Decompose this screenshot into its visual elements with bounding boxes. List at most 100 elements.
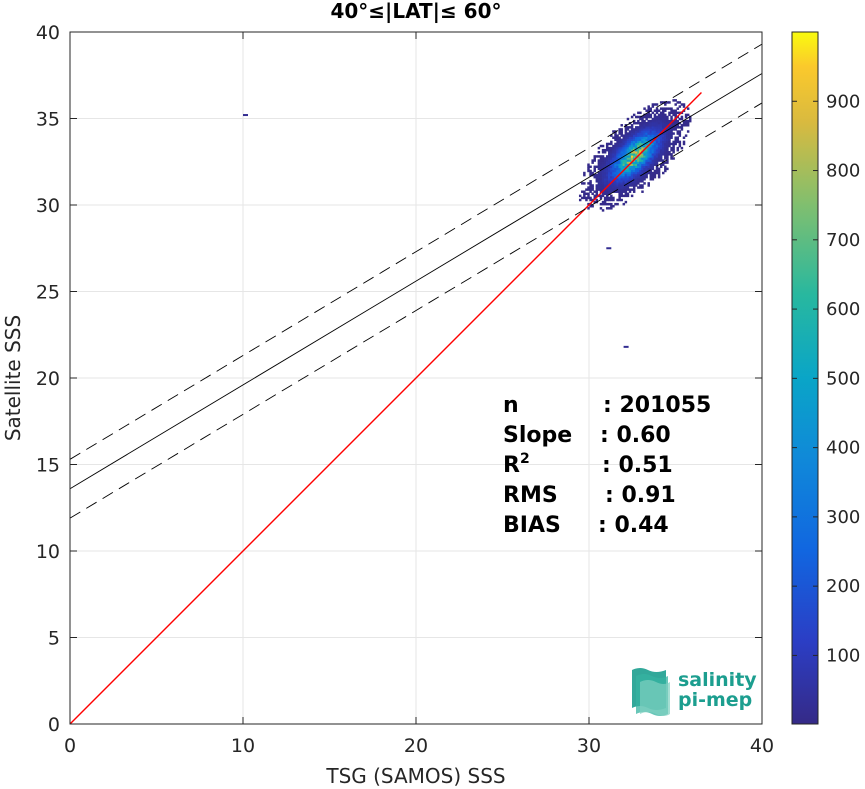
density-cell bbox=[616, 184, 619, 187]
density-cell bbox=[610, 161, 613, 164]
density-cell bbox=[620, 153, 623, 156]
density-cell bbox=[674, 140, 677, 144]
density-cell bbox=[589, 173, 592, 177]
density-cell bbox=[608, 157, 611, 160]
density-cell bbox=[645, 115, 648, 119]
density-cell bbox=[668, 136, 671, 139]
density-cell bbox=[620, 188, 623, 191]
density-cell bbox=[651, 128, 655, 131]
density-cell bbox=[676, 119, 680, 123]
density-cell bbox=[632, 175, 636, 179]
density-cell bbox=[626, 144, 630, 148]
density-cell bbox=[599, 169, 603, 173]
density-cell bbox=[639, 180, 642, 183]
density-cell bbox=[597, 146, 601, 150]
density-cell bbox=[686, 119, 690, 123]
density-cell bbox=[653, 115, 657, 119]
density-cell bbox=[641, 132, 644, 135]
density-cell bbox=[670, 117, 673, 121]
density-cell bbox=[632, 171, 636, 175]
density-cell bbox=[637, 148, 640, 152]
density-cell bbox=[653, 144, 657, 148]
density-cell bbox=[659, 136, 663, 139]
density-cell bbox=[664, 155, 667, 158]
density-cell bbox=[668, 142, 671, 146]
density-cell bbox=[583, 194, 586, 198]
density-cell bbox=[599, 186, 603, 189]
density-cell bbox=[626, 186, 630, 189]
density-cell bbox=[643, 136, 646, 139]
density-cell bbox=[651, 167, 655, 171]
density-cell bbox=[657, 121, 661, 125]
density-cell bbox=[612, 198, 615, 202]
density-cell bbox=[628, 126, 632, 129]
density-cell bbox=[618, 146, 621, 150]
density-cell bbox=[630, 184, 634, 187]
density-cell bbox=[657, 126, 661, 129]
density-cell bbox=[670, 142, 673, 146]
density-cell bbox=[618, 153, 621, 156]
density-cell bbox=[643, 128, 646, 131]
density-cell bbox=[641, 167, 644, 171]
density-cell bbox=[616, 167, 619, 171]
density-cell bbox=[666, 136, 669, 139]
density-cell bbox=[637, 115, 640, 119]
density-cell bbox=[637, 111, 640, 115]
density-cell bbox=[626, 128, 630, 131]
density-cell bbox=[670, 111, 673, 115]
density-cell bbox=[643, 155, 646, 158]
density-cell bbox=[651, 105, 655, 108]
density-cell bbox=[649, 146, 653, 150]
density-cell bbox=[668, 153, 671, 156]
density-cell bbox=[614, 186, 617, 189]
density-cell bbox=[649, 121, 653, 125]
density-cell bbox=[651, 155, 655, 158]
salinity-pi-mep-logo: salinity pi-mep bbox=[632, 668, 757, 716]
density-cell bbox=[670, 148, 673, 152]
density-cell bbox=[662, 163, 665, 166]
density-cell bbox=[605, 188, 609, 191]
density-cell bbox=[676, 146, 680, 150]
density-cell bbox=[610, 171, 613, 175]
density-cell bbox=[624, 186, 628, 189]
density-cell bbox=[643, 169, 646, 173]
density-cell bbox=[678, 111, 682, 115]
density-cell bbox=[618, 188, 621, 191]
density-cell bbox=[647, 111, 650, 115]
density-cell bbox=[595, 184, 599, 187]
density-cell bbox=[659, 115, 663, 119]
density-cell bbox=[597, 155, 601, 158]
density-cell bbox=[653, 151, 657, 154]
density-cell bbox=[630, 151, 634, 154]
density-cell bbox=[622, 140, 626, 144]
density-cell bbox=[664, 107, 667, 110]
density-cell bbox=[610, 155, 613, 158]
density-cell bbox=[680, 117, 684, 121]
density-cell bbox=[643, 157, 646, 160]
density-cell bbox=[684, 119, 688, 123]
density-cell bbox=[651, 151, 655, 154]
density-cell bbox=[618, 169, 621, 173]
density-cell bbox=[672, 132, 675, 135]
density-cell bbox=[624, 134, 628, 137]
density-cell bbox=[647, 184, 650, 187]
density-cell bbox=[608, 192, 611, 196]
density-cell bbox=[647, 124, 650, 127]
density-cell bbox=[653, 126, 657, 129]
density-cell bbox=[601, 163, 605, 166]
stat-value: : 0.44 bbox=[598, 513, 669, 538]
density-cell bbox=[601, 155, 605, 158]
density-cell bbox=[672, 109, 675, 112]
density-cell bbox=[662, 107, 665, 110]
density-cell bbox=[628, 136, 632, 139]
density-cell bbox=[618, 144, 621, 148]
density-cell bbox=[655, 140, 659, 144]
density-cell bbox=[647, 153, 650, 156]
density-cell bbox=[647, 105, 650, 108]
density-cell bbox=[601, 148, 605, 152]
reference-lines bbox=[70, 43, 762, 724]
density-cell bbox=[628, 155, 632, 158]
density-cell bbox=[641, 142, 644, 146]
density-cell bbox=[657, 132, 661, 135]
density-cell bbox=[597, 165, 601, 169]
